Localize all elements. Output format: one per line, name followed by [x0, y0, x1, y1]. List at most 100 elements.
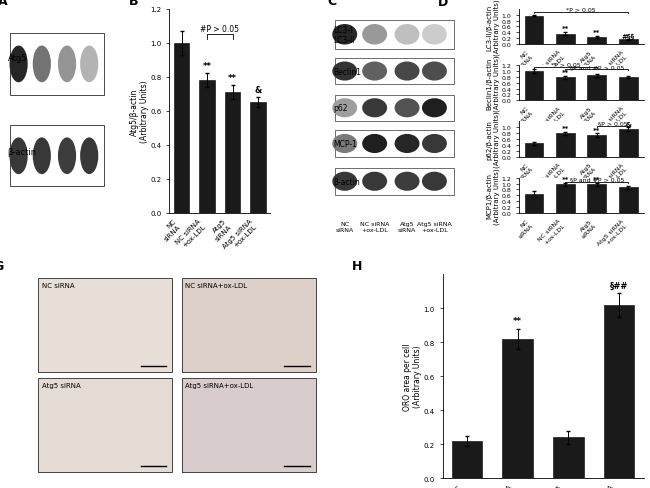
Ellipse shape	[395, 62, 419, 81]
Text: Atg5: Atg5	[8, 54, 27, 63]
Text: §P > 0.05: §P > 0.05	[598, 121, 627, 126]
Bar	[619, 40, 638, 45]
Bar	[525, 72, 543, 101]
Y-axis label: MCP1/β-actin
(Arbitrary Units): MCP1/β-actin (Arbitrary Units)	[486, 168, 500, 224]
Bar	[525, 194, 543, 213]
Bar	[250, 103, 266, 213]
Ellipse shape	[332, 25, 358, 45]
Bar	[225, 93, 240, 213]
Ellipse shape	[58, 46, 76, 83]
Text: *P > 0.05: *P > 0.05	[566, 8, 596, 13]
Bar	[556, 78, 575, 101]
Bar	[335, 95, 454, 122]
Bar	[556, 35, 575, 45]
Text: **: **	[562, 70, 569, 76]
Ellipse shape	[362, 99, 387, 118]
Text: NC
siRNA: NC siRNA	[335, 222, 354, 232]
Bar	[556, 185, 575, 213]
Text: C: C	[328, 0, 337, 8]
Ellipse shape	[395, 172, 419, 191]
Text: **: **	[593, 127, 601, 134]
Text: **: **	[203, 62, 212, 71]
Bar	[619, 78, 638, 101]
Bar	[335, 59, 454, 85]
Text: **: **	[562, 126, 569, 132]
Bar	[588, 76, 606, 101]
Text: **: **	[593, 30, 601, 36]
Ellipse shape	[422, 62, 447, 81]
Y-axis label: p62/β-actin
(Arbitrary Units): p62/β-actin (Arbitrary Units)	[486, 111, 500, 168]
Ellipse shape	[422, 25, 447, 45]
Bar	[452, 441, 482, 478]
Bar	[335, 131, 454, 158]
Ellipse shape	[32, 138, 51, 175]
Y-axis label: LC3-II/β-actin
(Arbitrary Units): LC3-II/β-actin (Arbitrary Units)	[486, 0, 500, 56]
Ellipse shape	[80, 138, 98, 175]
Bar	[335, 169, 454, 195]
Text: B: B	[129, 0, 138, 8]
Bar	[556, 134, 575, 157]
Text: NC siRNA+ox-LDL: NC siRNA+ox-LDL	[185, 283, 247, 289]
Ellipse shape	[10, 138, 28, 175]
Bar	[10, 126, 105, 187]
Text: **: **	[562, 26, 569, 32]
Ellipse shape	[10, 46, 28, 83]
Text: §P and #P > 0.05: §P and #P > 0.05	[570, 65, 624, 70]
Ellipse shape	[332, 99, 358, 118]
Ellipse shape	[32, 46, 51, 83]
Bar	[588, 136, 606, 157]
Text: §P and #P > 0.05: §P and #P > 0.05	[570, 178, 624, 183]
Bar	[619, 130, 638, 157]
Text: &: &	[625, 122, 631, 127]
Ellipse shape	[362, 172, 387, 191]
Text: Atg5
siRNA: Atg5 siRNA	[398, 222, 416, 232]
Ellipse shape	[332, 62, 358, 81]
Text: β-actin: β-actin	[333, 177, 360, 186]
Bar	[619, 188, 638, 213]
Bar	[10, 34, 105, 95]
Text: **: **	[228, 74, 237, 83]
Ellipse shape	[422, 172, 447, 191]
Text: #P > 0.05: #P > 0.05	[200, 24, 239, 34]
Ellipse shape	[362, 135, 387, 154]
Text: **: **	[514, 317, 522, 325]
Bar	[588, 38, 606, 45]
Text: §##: §##	[610, 281, 629, 290]
Text: NC siRNA: NC siRNA	[42, 283, 74, 289]
Bar	[182, 378, 316, 472]
Ellipse shape	[422, 135, 447, 154]
Text: β-actin: β-actin	[8, 148, 36, 157]
Bar	[525, 144, 543, 157]
Ellipse shape	[362, 25, 387, 45]
Text: NC siRNA
+ox-LDL: NC siRNA +ox-LDL	[360, 222, 389, 232]
Ellipse shape	[395, 99, 419, 118]
Bar	[604, 305, 634, 478]
Y-axis label: Beclin1/β-actin
(Arbitrary Units): Beclin1/β-actin (Arbitrary Units)	[486, 55, 500, 112]
Bar	[38, 279, 172, 372]
Y-axis label: ORO area per cell
(Arbitrary Units): ORO area per cell (Arbitrary Units)	[403, 343, 422, 410]
Ellipse shape	[395, 25, 419, 45]
Text: LC3-I
LC3-II: LC3-I LC3-II	[333, 25, 355, 45]
Text: H: H	[352, 260, 363, 272]
Text: Atg5 siRNA
+ox-LDL: Atg5 siRNA +ox-LDL	[417, 222, 452, 232]
Bar	[182, 279, 316, 372]
Y-axis label: Atg5/β-actin
(Arbitrary Units): Atg5/β-actin (Arbitrary Units)	[130, 81, 149, 143]
Text: **: **	[593, 177, 601, 183]
Text: MCP-1: MCP-1	[333, 140, 358, 149]
Bar	[502, 339, 533, 478]
Bar	[38, 378, 172, 472]
Text: D: D	[438, 0, 448, 9]
Text: Atg5 siRNA: Atg5 siRNA	[42, 383, 81, 388]
Text: *P > 0.05: *P > 0.05	[551, 63, 580, 68]
Bar	[553, 438, 584, 478]
Text: Atg5 siRNA+ox-LDL: Atg5 siRNA+ox-LDL	[185, 383, 254, 388]
Ellipse shape	[332, 135, 358, 154]
Ellipse shape	[80, 46, 98, 83]
Text: **: **	[562, 177, 569, 183]
Text: G: G	[0, 260, 4, 272]
Text: &: &	[254, 86, 262, 95]
Ellipse shape	[395, 135, 419, 154]
Bar	[588, 185, 606, 213]
Ellipse shape	[422, 99, 447, 118]
Ellipse shape	[332, 172, 358, 191]
